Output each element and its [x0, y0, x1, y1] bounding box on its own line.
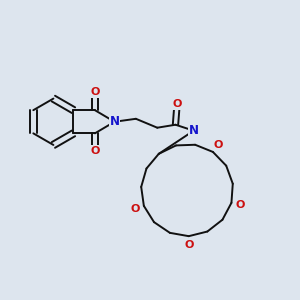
Text: N: N: [110, 115, 119, 128]
Text: O: O: [184, 240, 194, 250]
Text: N: N: [189, 124, 199, 137]
Text: O: O: [90, 146, 100, 156]
Text: O: O: [235, 200, 245, 210]
Text: O: O: [90, 87, 100, 97]
Text: O: O: [172, 99, 182, 109]
Text: O: O: [213, 140, 223, 149]
Text: O: O: [131, 204, 140, 214]
